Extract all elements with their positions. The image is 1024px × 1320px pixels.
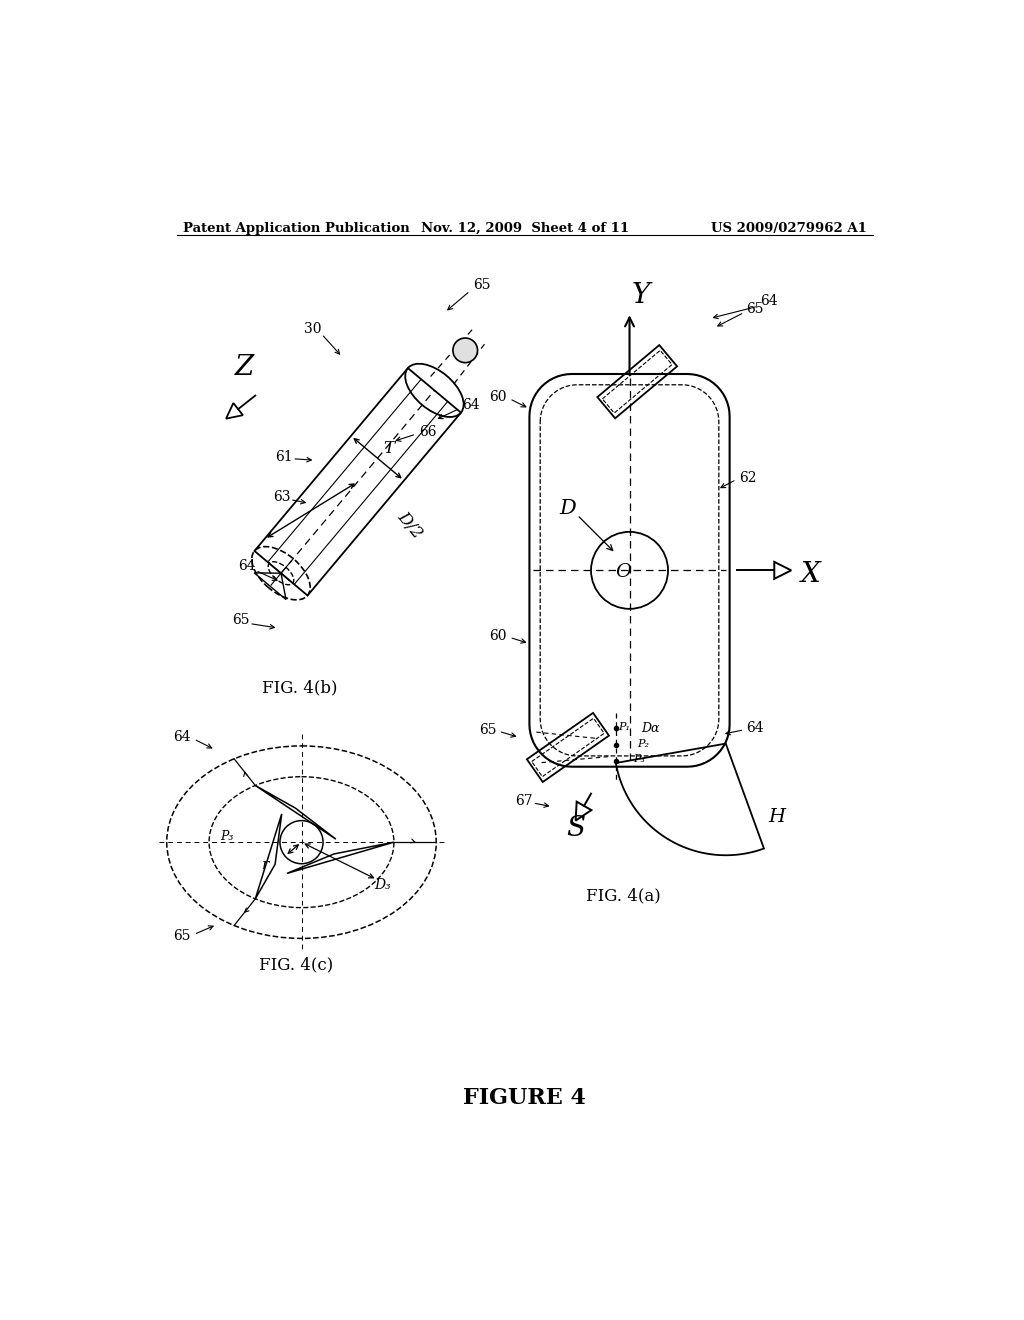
Text: 64: 64 bbox=[173, 730, 190, 744]
Text: P₁: P₁ bbox=[617, 722, 630, 731]
Text: 65: 65 bbox=[479, 723, 497, 737]
Text: S: S bbox=[566, 814, 585, 842]
Text: 30: 30 bbox=[304, 322, 322, 337]
Text: D/2: D/2 bbox=[393, 508, 426, 543]
Text: 66: 66 bbox=[419, 425, 437, 438]
Text: Nov. 12, 2009  Sheet 4 of 11: Nov. 12, 2009 Sheet 4 of 11 bbox=[421, 222, 629, 235]
Text: FIG. 4(a): FIG. 4(a) bbox=[586, 887, 660, 904]
Text: 64: 64 bbox=[462, 397, 479, 412]
Text: 64: 64 bbox=[761, 294, 778, 308]
Text: P₃: P₃ bbox=[634, 754, 645, 764]
Circle shape bbox=[453, 338, 477, 363]
Text: D: D bbox=[559, 499, 577, 519]
Text: Y: Y bbox=[632, 281, 650, 309]
Text: O: O bbox=[615, 562, 632, 581]
Text: 64: 64 bbox=[746, 721, 764, 735]
Text: Patent Application Publication: Patent Application Publication bbox=[183, 222, 410, 235]
Text: 64: 64 bbox=[239, 560, 256, 573]
Text: 65: 65 bbox=[173, 929, 190, 942]
Text: T: T bbox=[384, 441, 395, 458]
Text: 65: 65 bbox=[746, 301, 764, 315]
Text: Dα: Dα bbox=[641, 722, 659, 735]
Text: H: H bbox=[768, 808, 785, 826]
Text: 60: 60 bbox=[488, 628, 506, 643]
Text: 61: 61 bbox=[275, 450, 293, 465]
Text: US 2009/0279962 A1: US 2009/0279962 A1 bbox=[711, 222, 866, 235]
Text: P₃: P₃ bbox=[220, 829, 234, 842]
Text: FIGURE 4: FIGURE 4 bbox=[464, 1086, 586, 1109]
Text: Z: Z bbox=[234, 354, 254, 381]
Text: X: X bbox=[801, 561, 820, 587]
Text: FIG. 4(b): FIG. 4(b) bbox=[262, 680, 338, 697]
Text: FIG. 4(c): FIG. 4(c) bbox=[259, 957, 333, 974]
Text: 62: 62 bbox=[739, 471, 757, 484]
Text: r: r bbox=[261, 858, 268, 873]
Text: 60: 60 bbox=[488, 391, 506, 404]
Text: 63: 63 bbox=[273, 490, 291, 504]
Text: 65: 65 bbox=[232, 614, 250, 627]
Text: D₃: D₃ bbox=[375, 878, 391, 891]
Text: 67: 67 bbox=[515, 795, 534, 808]
Text: 65: 65 bbox=[473, 279, 490, 293]
Text: P₂: P₂ bbox=[637, 739, 649, 748]
